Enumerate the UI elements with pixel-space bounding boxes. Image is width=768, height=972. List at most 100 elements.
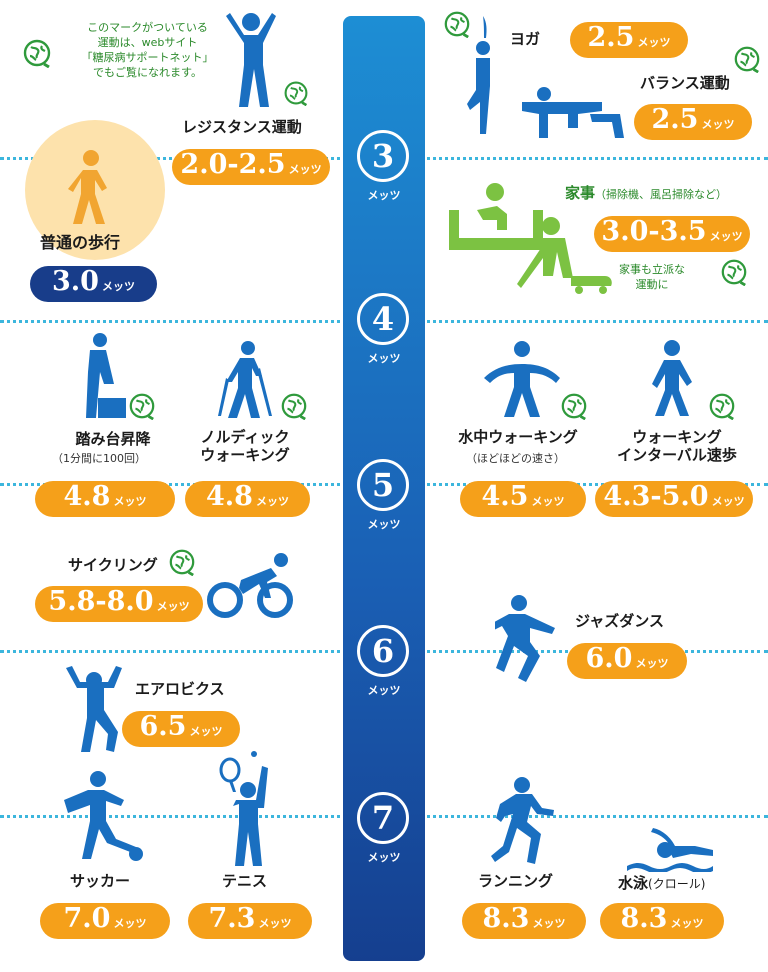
mets-value: 6.5 — [139, 711, 187, 742]
mets-value: 4.8 — [63, 481, 111, 512]
mets-badge: 6.0 メッツ — [567, 643, 687, 679]
mets-badge: 2.5 メッツ — [570, 22, 688, 58]
water-walking-icon — [484, 341, 560, 417]
mets-badge: 3.0 メッツ — [30, 266, 157, 302]
scale-unit: メッツ — [367, 352, 401, 365]
mets-badge: 4.8 メッツ — [35, 481, 175, 517]
mets-unit: メッツ — [156, 600, 190, 613]
scale-mark-3: 3 — [357, 130, 409, 182]
step-exercise-icon — [86, 333, 126, 418]
activity-sub: (クロール) — [648, 877, 706, 891]
note-line: 「糖尿病サポートネット」 — [81, 51, 214, 64]
mets-unit: メッツ — [635, 657, 669, 670]
mets-unit: メッツ — [637, 36, 671, 49]
mets-badge: 7.0 メッツ — [40, 903, 170, 939]
activity-label: 踏み台昇降 — [75, 430, 151, 448]
activity-label: サッカー — [70, 872, 131, 890]
note-line: 家事も立派な — [619, 263, 685, 276]
mets-badge: 6.5 メッツ — [122, 711, 240, 747]
mets-value: 8.3 — [620, 903, 668, 934]
activity-label: テニス — [222, 872, 268, 890]
housework-note: 家事も立派な 運動に — [612, 262, 692, 292]
mets-value: 7.3 — [208, 903, 256, 934]
activity-name: ウォーキング — [632, 428, 722, 446]
activity-sub: （掃除機、風呂掃除など） — [595, 188, 728, 201]
scale-mark-7: 7 — [357, 792, 409, 844]
mets-badge: 2.5 メッツ — [634, 104, 752, 140]
activity-name: 水泳 — [618, 874, 649, 892]
mets-value: 7.0 — [63, 903, 111, 934]
activity-sub: （1分間に100回） — [52, 452, 146, 465]
activity-label: レジスタンス運動 — [182, 118, 302, 136]
mets-badge: 8.3 メッツ — [600, 903, 724, 939]
mets-unit: メッツ — [258, 917, 292, 930]
website-note: このマークがついている 運動は、webサイト 「糖尿病サポートネット」 でもご覧… — [60, 20, 235, 80]
mets-unit: メッツ — [670, 917, 704, 930]
note-line: でもご覧になれます。 — [93, 66, 202, 79]
mets-unit: メッツ — [113, 495, 147, 508]
mets-value: 3.0 — [52, 266, 99, 297]
mets-value: 6.0 — [585, 643, 633, 674]
mets-badge: 4.3-5.0 メッツ — [595, 481, 753, 517]
globe-icon — [720, 258, 748, 286]
mets-unit: メッツ — [113, 917, 147, 930]
activity-label: ノルディック ウォーキング — [195, 428, 295, 464]
activity-name: インターバル速歩 — [617, 446, 737, 464]
mets-unit: メッツ — [189, 725, 223, 738]
mets-badge: 4.8 メッツ — [185, 481, 310, 517]
activity-label: 普通の歩行 — [40, 233, 121, 252]
mets-value: 4.3-5.0 — [603, 481, 709, 512]
globe-icon — [22, 38, 52, 68]
globe-icon — [283, 80, 309, 106]
mets-badge: 4.5 メッツ — [460, 481, 586, 517]
globe-icon — [128, 392, 156, 420]
mets-badge: 7.3 メッツ — [188, 903, 312, 939]
activity-name: ノルディック — [200, 428, 290, 446]
activity-label: 家事（掃除機、風呂掃除など） — [565, 184, 727, 204]
mets-unit: メッツ — [255, 495, 289, 508]
mets-value: 2.5 — [587, 22, 635, 53]
note-line: 運動に — [635, 278, 669, 291]
aerobics-icon — [66, 666, 122, 752]
mets-unit: メッツ — [531, 495, 565, 508]
note-line: このマークがついている — [87, 21, 208, 34]
balance-exercise-icon — [522, 87, 624, 138]
scale-mark-5: 5 — [357, 459, 409, 511]
scale-mark-6: 6 — [357, 625, 409, 677]
mets-value: 2.0-2.5 — [180, 149, 286, 180]
activity-label: ランニング — [478, 872, 554, 890]
mets-value: 3.0-3.5 — [601, 216, 707, 247]
yoga-icon — [467, 16, 490, 134]
swimming-icon — [627, 828, 713, 872]
activity-name: 家事 — [565, 184, 596, 202]
globe-icon — [280, 392, 308, 420]
activity-label: ジャズダンス — [575, 612, 664, 630]
globe-icon — [733, 45, 761, 73]
globe-icon — [560, 392, 588, 420]
globe-icon — [168, 548, 196, 576]
mets-value: 8.3 — [482, 903, 530, 934]
mets-badge: 5.8-8.0 メッツ — [35, 586, 203, 622]
activity-label: サイクリング — [68, 556, 158, 574]
mets-unit: メッツ — [288, 163, 322, 176]
activity-label: バランス運動 — [640, 74, 730, 92]
jazz-dance-icon — [495, 595, 555, 682]
mets-unit: メッツ — [101, 280, 135, 293]
scale-unit: メッツ — [367, 518, 401, 531]
mets-value: 4.5 — [481, 481, 529, 512]
activity-label: 水泳(クロール) — [618, 874, 705, 893]
scale-unit: メッツ — [367, 189, 401, 202]
mets-badge: 8.3 メッツ — [462, 903, 586, 939]
interval-walking-icon — [652, 340, 692, 416]
activity-label: ウォーキング インターバル速歩 — [602, 428, 752, 464]
mets-unit: メッツ — [711, 495, 745, 508]
mets-value: 2.5 — [651, 104, 699, 135]
housework-icon — [449, 183, 612, 294]
globe-icon — [708, 392, 736, 420]
resistance-exercise-icon — [226, 13, 276, 107]
activity-label: ヨガ — [510, 30, 541, 48]
mets-value: 4.8 — [206, 481, 253, 512]
cycling-icon — [207, 553, 293, 618]
mets-unit: メッツ — [709, 230, 743, 243]
activity-sub: （ほどほどの速さ） — [466, 452, 565, 465]
